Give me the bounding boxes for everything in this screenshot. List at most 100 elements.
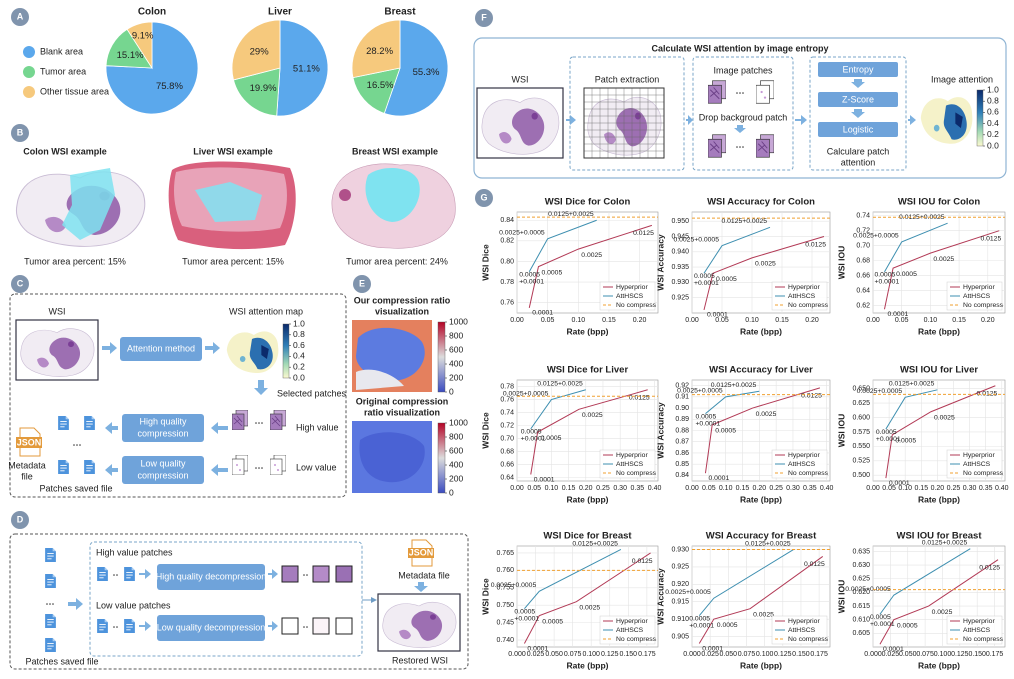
x-tick-label: 0.20 <box>981 317 995 324</box>
chart-title: WSI Accuracy for Liver <box>709 365 813 376</box>
arrow <box>851 79 865 88</box>
arrow <box>102 342 117 354</box>
x-tick-label: 0.20 <box>805 317 819 324</box>
y-tick-label: 0.750 <box>496 602 514 609</box>
y-tick-label: 0.610 <box>852 617 870 624</box>
colorbar-label: 1.0 <box>987 84 999 94</box>
file-icon <box>45 638 56 652</box>
image-frame <box>476 87 564 159</box>
colorbar-label: 1.0 <box>293 318 305 328</box>
x-tick-label: 0.00 <box>685 317 699 324</box>
step-frame <box>809 56 907 171</box>
point-label: 0.0125+0.0025 <box>548 211 594 218</box>
value-label: 15.1% <box>117 50 144 61</box>
point-label: 0.0005 <box>895 438 916 445</box>
y-tick-label: 0.740 <box>496 637 514 644</box>
pie-title: Liver <box>268 7 292 18</box>
x-tick-label: 0.00 <box>866 317 880 324</box>
point-label: 0.0025 <box>582 412 603 419</box>
point-label: 0.0001 <box>707 312 728 319</box>
x-axis-label: Rate (bpp) <box>918 660 960 670</box>
x-tick-label: 0.00 <box>866 485 880 492</box>
panel-letter: C <box>17 278 24 288</box>
legend-label: AttHSCS <box>963 461 991 468</box>
x-tick-label: 0.20 <box>931 485 945 492</box>
patch <box>281 617 299 635</box>
breast-example-image <box>331 163 456 249</box>
point-label: 0.0125+0.0025 <box>922 540 968 547</box>
patch-stack <box>756 134 774 158</box>
point-label: +0.0001 <box>521 436 546 443</box>
step-box <box>818 92 898 107</box>
label: WSI <box>512 74 529 84</box>
legend-label: Blank area <box>40 46 83 56</box>
y-tick-label: 0.935 <box>671 264 689 271</box>
x-tick-label: 0.10 <box>545 485 559 492</box>
y-tick-label: 0.625 <box>852 576 870 583</box>
legend-label: Hyperprior <box>788 284 820 291</box>
point-label: 0.0005 <box>896 271 917 278</box>
point-label: +0.0001 <box>695 420 720 427</box>
ellipsis <box>736 146 738 148</box>
value-label: 19.9% <box>250 83 277 94</box>
colorbar-label: 200 <box>449 473 463 483</box>
file-icon <box>58 460 69 474</box>
value-label: 51.1% <box>293 63 320 74</box>
x-axis-label: Rate (bpp) <box>918 326 960 336</box>
patch <box>335 617 353 635</box>
json-badge <box>16 437 42 448</box>
ellipsis <box>116 574 118 576</box>
point-label: 0.0005 <box>694 273 715 280</box>
label: High value patches <box>96 547 173 557</box>
label: Our compression ratio <box>354 295 451 305</box>
point-label: 0.0125 <box>629 395 650 402</box>
colorbar-label: 0 <box>449 386 454 396</box>
point-label: 0.0025+0.0005 <box>677 388 723 395</box>
y-tick-label: 0.64 <box>856 287 870 294</box>
legend-label: AttHSCS <box>788 627 816 634</box>
y-tick-label: 0.525 <box>852 458 870 465</box>
legend-label: No compress <box>616 302 657 309</box>
x-axis-label: Rate (bpp) <box>566 660 608 670</box>
y-tick-label: 0.78 <box>500 279 514 286</box>
colorbar <box>282 323 290 379</box>
label: Low value patches <box>96 600 171 610</box>
x-tick-label: 0.050 <box>720 651 738 658</box>
colorbar-label: 200 <box>449 372 463 382</box>
y-tick-label: 0.600 <box>852 414 870 421</box>
example-title: Liver WSI example <box>193 146 273 156</box>
ellipsis <box>303 574 305 576</box>
x-tick-label: 0.05 <box>882 485 896 492</box>
file-icon <box>97 619 108 633</box>
legend-label: Other tissue area <box>40 86 109 96</box>
y-tick-label: 0.91 <box>675 394 689 401</box>
y-tick-label: 0.87 <box>675 439 689 446</box>
point-label: 0.0025+0.0005 <box>845 586 891 593</box>
point-label: 0.0001 <box>534 476 555 483</box>
legend-label: Hyperprior <box>963 284 995 291</box>
x-axis-label: Rate (bpp) <box>740 326 782 336</box>
series-line <box>885 385 996 479</box>
patch <box>335 565 353 583</box>
arrow <box>105 422 118 434</box>
arrow <box>105 464 118 476</box>
x-tick-label: 0.00 <box>685 485 699 492</box>
x-tick-label: 0.05 <box>541 317 555 324</box>
patch-grid <box>584 88 664 158</box>
panel-letter: G <box>480 192 487 202</box>
label: Attention method <box>127 343 195 353</box>
decompression-box <box>157 564 265 590</box>
colorbar-label: 0.0 <box>293 372 305 382</box>
series-line <box>879 559 999 645</box>
pie-slice <box>351 19 401 79</box>
colorbar-label: 1000 <box>449 417 468 427</box>
attention-map-image <box>224 325 280 375</box>
point-label: 0.0005 <box>519 272 540 279</box>
y-tick-label: 0.930 <box>671 546 689 553</box>
series-line <box>885 389 938 430</box>
ellipsis <box>49 603 51 605</box>
y-tick-label: 0.950 <box>671 218 689 225</box>
decompression-box <box>157 615 265 641</box>
wsi-image <box>478 89 562 157</box>
x-tick-label: 0.050 <box>545 651 563 658</box>
